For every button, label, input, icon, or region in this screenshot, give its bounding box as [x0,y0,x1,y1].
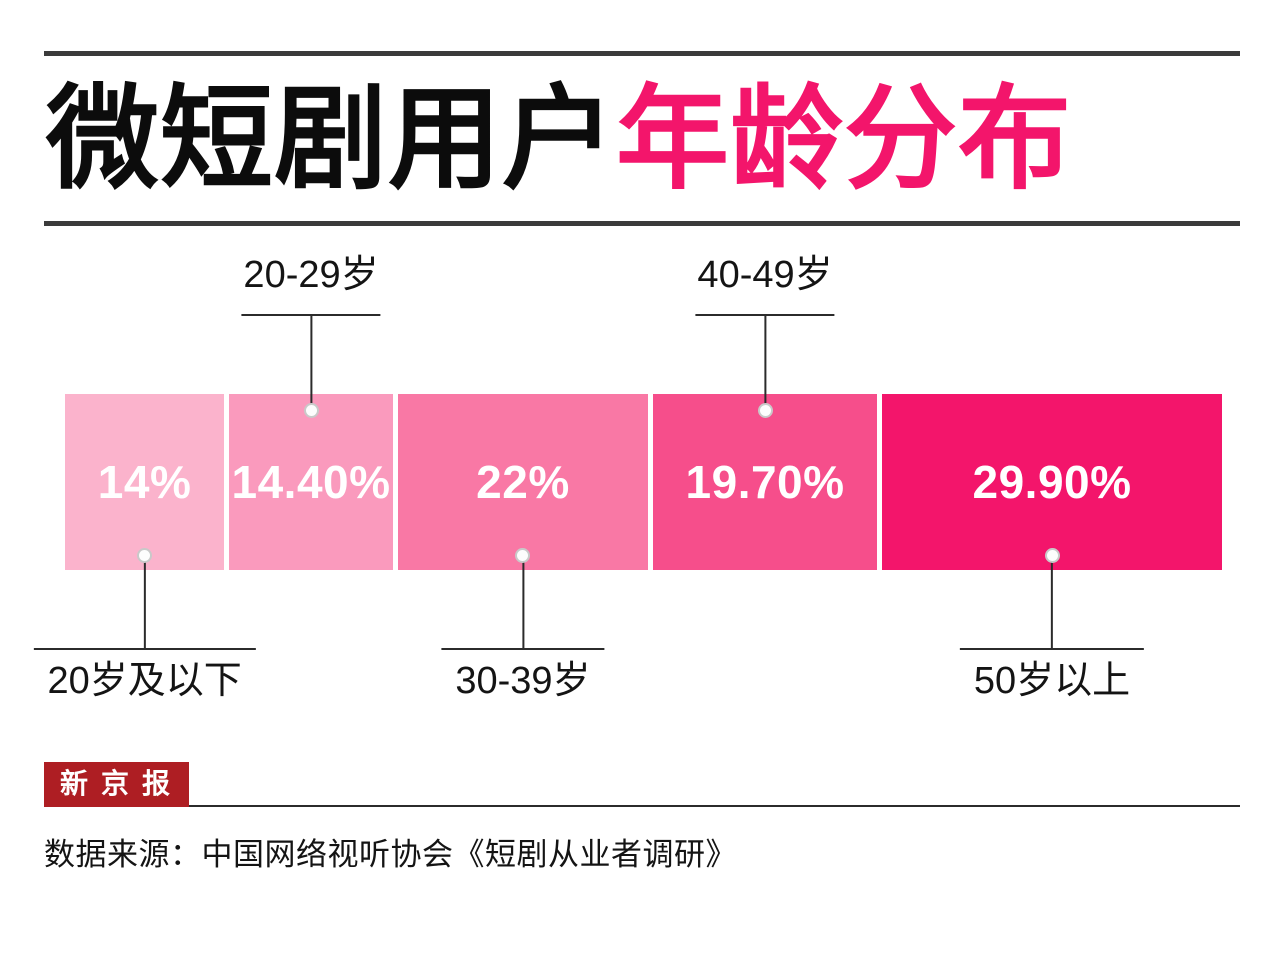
callout-bottom-1: 20岁及以下 [33,555,256,704]
page-title: 微短剧用户年龄分布 [46,66,1240,213]
bar-segment-3: 22% [397,393,649,570]
bar-segment-1: 14% [65,393,225,570]
segment-value-label: 14.40% [231,455,391,508]
callout-line [764,315,767,410]
callout-dot [137,548,153,564]
segment-value-label: 14% [97,455,192,508]
callout-dot [1044,548,1060,564]
bar-segment-5: 29.90% [882,393,1222,570]
title-bottom-rule [44,220,1240,226]
top-rule [44,51,1240,56]
category-label: 20岁及以下 [33,647,256,704]
footer: 新 京 报 数据来源：中国网络视听协会《短剧从业者调研》 [44,761,1240,874]
callout-line [310,315,313,410]
category-label: 50岁以上 [959,647,1145,704]
segment-value-label: 29.90% [972,455,1132,508]
data-source-text: 数据来源：中国网络视听协会《短剧从业者调研》 [44,836,737,872]
age-distribution-chart: 14% 14.40% 22% 19.70% 29.90% 20岁及以下 20-29岁 30-… [33,252,1222,727]
category-label: 40-49岁 [695,254,835,316]
callout-bottom-3: 30-39岁 [441,555,605,704]
callout-line [143,555,146,648]
callout-dot [303,403,319,419]
title-black-part: 微短剧用户 [46,76,616,202]
stacked-bar: 14% 14.40% 22% 19.70% 29.90% [65,393,1222,570]
category-label: 20-29岁 [241,254,381,316]
callout-dot [515,548,531,564]
bar-segment-4: 19.70% [653,393,878,570]
segment-value-label: 19.70% [685,455,845,508]
bar-segment-2: 14.40% [229,393,393,570]
callout-top-2: 20-29岁 [241,254,381,410]
callout-top-4: 40-49岁 [695,254,835,410]
category-label: 30-39岁 [441,647,605,704]
title-pink-part: 年龄分布 [616,76,1072,202]
callout-line [521,555,524,648]
callout-bottom-5: 50岁以上 [959,555,1145,704]
logo-row: 新 京 报 [44,761,1240,807]
logo-hairline [189,804,1240,807]
segment-value-label: 22% [476,455,570,508]
infographic-page: 微短剧用户年龄分布 14% 14.40% 22% 19.70% 29.90% 20岁及以… [0,51,1284,954]
callout-dot [757,403,773,419]
xinjingbao-logo: 新 京 报 [44,761,190,807]
callout-line [1051,555,1054,648]
